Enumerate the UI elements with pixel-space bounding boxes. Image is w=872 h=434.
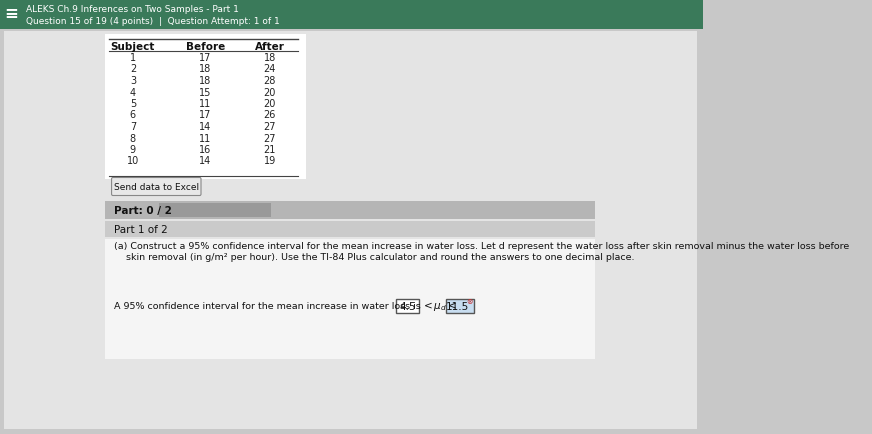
Text: 3: 3 [130,76,136,86]
Text: 28: 28 [263,76,276,86]
Text: 21: 21 [263,145,276,155]
Bar [446,299,473,313]
Bar [105,221,595,237]
Text: 24: 24 [263,64,276,74]
Text: 8: 8 [130,133,136,143]
Text: 11.5: 11.5 [446,301,469,311]
FancyBboxPatch shape [112,178,201,196]
Text: ⊗: ⊗ [467,296,473,305]
Text: 16: 16 [200,145,212,155]
Text: 14: 14 [200,156,212,166]
Text: 11: 11 [200,133,212,143]
Bar [105,201,595,220]
Text: 20: 20 [263,99,276,109]
Text: 18: 18 [263,53,276,63]
Text: Part 1 of 2: Part 1 of 2 [114,224,168,234]
Text: After: After [255,42,285,52]
Bar [0,0,703,30]
Text: 20: 20 [263,87,276,97]
Text: 11: 11 [200,99,212,109]
Text: 2: 2 [130,64,136,74]
Text: Part: 0 / 2: Part: 0 / 2 [114,206,173,216]
Bar [397,299,419,313]
Text: A 95% confidence interval for the mean increase in water loss is: A 95% confidence interval for the mean i… [114,302,421,311]
Text: 18: 18 [200,64,212,74]
Text: Send data to Excel: Send data to Excel [113,183,199,191]
Text: 18: 18 [200,76,212,86]
Text: 4: 4 [130,87,136,97]
Text: 1: 1 [130,53,136,63]
Text: 19: 19 [263,156,276,166]
Text: 10: 10 [126,156,139,166]
Bar [105,240,595,359]
Text: 5: 5 [130,99,136,109]
Text: 27: 27 [263,122,276,132]
Text: 26: 26 [263,110,276,120]
Text: Before: Before [186,42,225,52]
Text: ≡: ≡ [4,5,18,23]
Text: 7: 7 [130,122,136,132]
Text: 27: 27 [263,133,276,143]
Text: Subject: Subject [111,42,155,52]
Text: skin removal (in g/m² per hour). Use the TI-84 Plus calculator and round the ans: skin removal (in g/m² per hour). Use the… [114,253,635,262]
Text: 17: 17 [199,53,212,63]
Text: $< \mu_d <$: $< \mu_d <$ [421,300,457,313]
Text: 14: 14 [200,122,212,132]
Text: 4.5: 4.5 [399,301,416,311]
Bar [105,35,306,180]
Text: 17: 17 [199,110,212,120]
Text: 9: 9 [130,145,136,155]
Text: 6: 6 [130,110,136,120]
Text: ALEKS Ch.9 Inferences on Two Samples - Part 1: ALEKS Ch.9 Inferences on Two Samples - P… [26,4,239,13]
Bar [159,204,271,217]
Text: (a) Construct a 95% confidence interval for the mean increase in water loss. Let: (a) Construct a 95% confidence interval … [114,242,849,251]
Text: 15: 15 [199,87,212,97]
Text: Question 15 of 19 (4 points)  |  Question Attempt: 1 of 1: Question 15 of 19 (4 points) | Question … [26,17,280,26]
